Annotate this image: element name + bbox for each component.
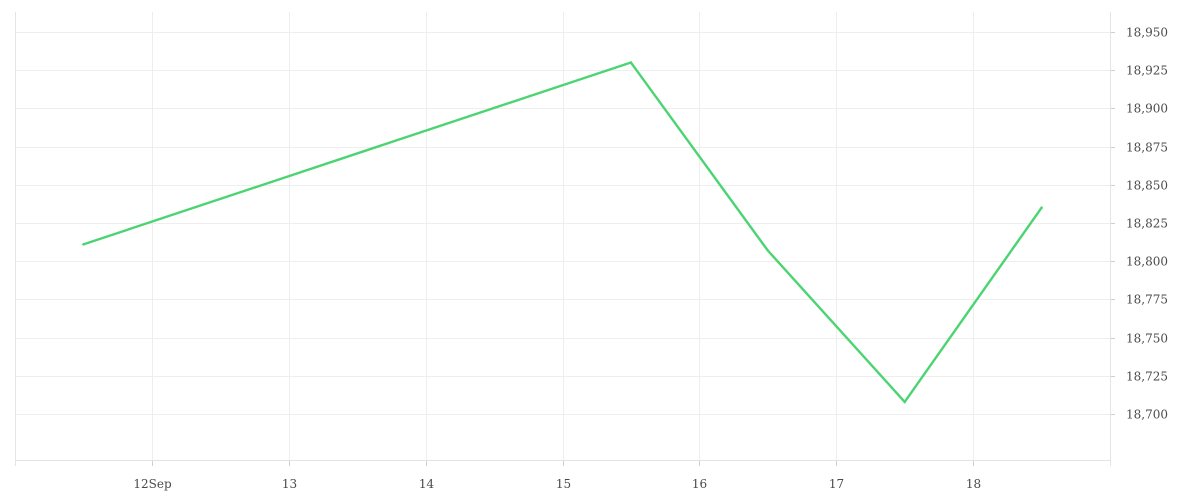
axes	[15, 12, 1115, 466]
x-tick-label: 17	[829, 477, 844, 491]
x-tick-label: 12Sep	[133, 477, 172, 491]
data-point	[82, 243, 85, 246]
y-gridlines	[15, 32, 1110, 415]
x-tick-label: 15	[556, 477, 571, 491]
y-tick-label: 18,725	[1126, 370, 1168, 384]
y-tick-label: 18,700	[1126, 408, 1168, 422]
y-tick-label: 18,925	[1126, 64, 1168, 78]
x-axis-tick-labels: 12Sep 13 14 15 16 17 18	[133, 477, 981, 491]
x-tick-label: 13	[282, 477, 297, 491]
data-point	[629, 61, 633, 64]
y-tick-label: 18,875	[1126, 141, 1168, 155]
y-tick-label: 18,775	[1126, 293, 1168, 307]
data-point	[903, 400, 906, 404]
data-point	[1040, 206, 1043, 209]
y-tick-label: 18,900	[1126, 102, 1168, 116]
series-layer	[82, 61, 1043, 404]
y-tick-label: 18,850	[1126, 179, 1168, 193]
y-tick-label: 18,800	[1126, 255, 1168, 269]
series-line	[82, 61, 1043, 404]
y-tick-label: 18,750	[1126, 332, 1168, 346]
x-tick-label: 18	[966, 477, 981, 491]
x-gridlines	[152, 12, 974, 460]
y-tick-label: 18,950	[1126, 26, 1168, 40]
x-tick-label: 14	[419, 477, 435, 491]
data-point	[766, 249, 769, 252]
x-tick-label: 16	[692, 477, 707, 491]
y-axis-tick-labels: 18,700 18,725 18,750 18,775 18,800 18,825 18,8…	[1126, 26, 1168, 422]
y-tick-label: 18,825	[1126, 217, 1168, 231]
